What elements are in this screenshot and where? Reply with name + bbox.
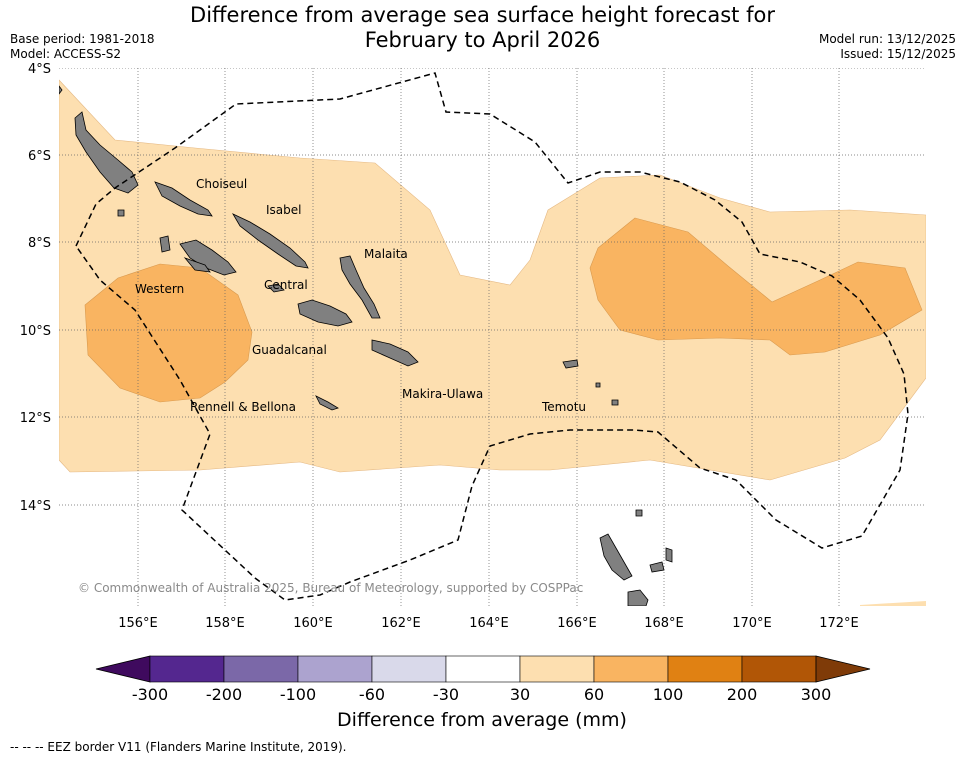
island-bougainville <box>74 111 139 194</box>
model-run-text: Model run: 13/12/2025 <box>818 32 956 46</box>
island-ranongga <box>183 257 211 273</box>
lon-label: 160°E <box>293 616 333 631</box>
lon-label: 156°E <box>118 616 158 631</box>
place-label-rennell-bellona: Rennell & Bellona <box>190 400 296 414</box>
island-shortland <box>117 209 125 217</box>
colorbar-tick: -200 <box>206 685 242 704</box>
lon-label: 166°E <box>557 616 597 631</box>
place-label-malaita: Malaita <box>364 247 408 261</box>
colorbar-segment <box>297 655 373 683</box>
colorbar-tick: 200 <box>727 685 758 704</box>
model-text: Model: ACCESS-S2 <box>10 47 122 61</box>
issued-text: Issued: 15/12/2025 <box>840 47 956 61</box>
longitude-labels: 156°E 158°E 160°E 162°E 164°E 166°E 168°… <box>118 616 859 631</box>
island-santa-cruz <box>562 359 579 369</box>
lat-label: 14°S <box>20 499 51 514</box>
island-west-edge <box>59 85 63 95</box>
colorbar-segment <box>445 655 521 683</box>
island-guadalcanal <box>297 299 353 327</box>
place-label-temotu: Temotu <box>541 400 586 414</box>
island-vanuatu-mid <box>635 509 643 517</box>
map-area: Choiseul Isabel Malaita Western Central … <box>59 68 926 606</box>
eez-border <box>75 72 909 601</box>
latitude-labels: 4°S 6°S 8°S 10°S 12°S 14°S <box>20 62 51 514</box>
place-label-choiseul: Choiseul <box>196 177 247 191</box>
island-temotu-east <box>611 399 619 406</box>
lon-label: 158°E <box>205 616 245 631</box>
island-choiseul <box>154 181 213 217</box>
place-label-guadalcanal: Guadalcanal <box>252 343 327 357</box>
colorbar-tick: -60 <box>359 685 385 704</box>
colorbar-title: Difference from average (mm) <box>337 709 627 731</box>
colorbar-segment <box>371 655 447 683</box>
island-vanuatu-east <box>665 547 673 563</box>
lat-label: 4°S <box>28 62 51 77</box>
island-makira <box>371 339 419 367</box>
lon-label: 162°E <box>381 616 421 631</box>
colorbar-segment <box>519 655 595 683</box>
colorbar-tick: -30 <box>433 685 459 704</box>
island-vanuatu-central <box>649 561 665 573</box>
colorbar-segment <box>149 655 225 683</box>
copyright-text: © Commonwealth of Australia 2025, Bureau… <box>78 581 583 595</box>
lon-label: 168°E <box>644 616 684 631</box>
island-vella-lavella <box>159 235 171 253</box>
info-left: Base period: 1981-2018 Model: ACCESS-S2 <box>10 32 155 62</box>
place-label-western: Western <box>135 282 184 296</box>
lat-label: 8°S <box>28 236 51 251</box>
colorbar-extend-right <box>815 655 871 683</box>
island-vanuatu-south <box>627 589 649 606</box>
colorbar-segment <box>223 655 299 683</box>
island-isabel <box>232 213 309 269</box>
place-label-central: Central <box>264 278 308 292</box>
place-label-makira-ulawa: Makira-Ulawa <box>402 387 483 401</box>
lat-label: 12°S <box>20 411 51 426</box>
islands <box>59 85 673 606</box>
lat-label: 6°S <box>28 149 51 164</box>
colorbar-tick: 60 <box>584 685 604 704</box>
lon-label: 170°E <box>732 616 772 631</box>
colorbar-segment <box>667 655 743 683</box>
anomaly-60-100-region-west <box>84 263 253 403</box>
colorbar-tick: -300 <box>132 685 168 704</box>
anomaly-30-60-region <box>59 79 926 481</box>
island-central <box>267 283 285 293</box>
island-temotu-small <box>595 382 601 388</box>
colorbar-segment <box>741 655 817 683</box>
lon-label: 164°E <box>469 616 509 631</box>
gridlines <box>59 68 926 606</box>
colorbar-segment <box>593 655 669 683</box>
lat-label: 10°S <box>20 324 51 339</box>
title-line-1: Difference from average sea surface heig… <box>190 3 775 27</box>
colorbar-extend-left <box>95 655 151 683</box>
island-vanuatu-north <box>599 533 633 581</box>
colorbar-tick: 300 <box>801 685 832 704</box>
lon-label: 172°E <box>819 616 859 631</box>
chart-title: Difference from average sea surface heig… <box>0 3 965 53</box>
colorbar-tick: 100 <box>653 685 684 704</box>
colorbar: -300 -200 -100 -60 -30 30 60 100 200 300… <box>95 655 871 731</box>
island-malaita <box>339 255 381 319</box>
title-line-2: February to April 2026 <box>364 28 601 52</box>
info-right: Model run: 13/12/2025 Issued: 15/12/2025 <box>819 32 956 62</box>
colorbar-tick: 30 <box>510 685 530 704</box>
colorbar-tick: -100 <box>280 685 316 704</box>
place-label-isabel: Isabel <box>266 203 301 217</box>
anomaly-30-60-patch <box>860 601 926 606</box>
base-period-text: Base period: 1981-2018 <box>10 32 155 46</box>
eez-footnote: -- -- -- EEZ border V11 (Flanders Marine… <box>10 740 347 754</box>
island-rennell <box>315 395 339 411</box>
